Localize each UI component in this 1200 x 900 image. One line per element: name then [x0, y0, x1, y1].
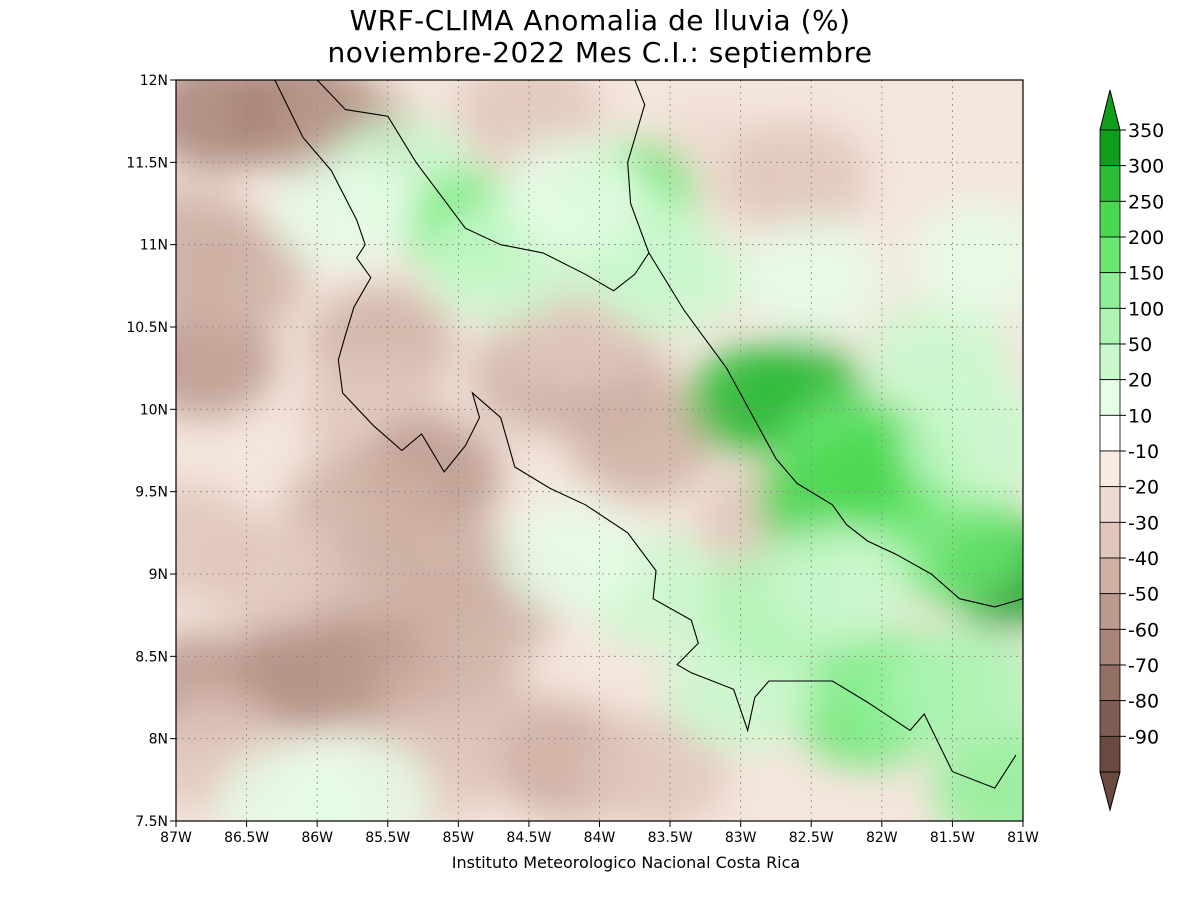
x-tick-label: 84W	[584, 830, 616, 846]
legend-swatch	[1099, 557, 1121, 595]
x-tick-label: 84.5W	[506, 830, 551, 846]
x-tick-label: 83W	[725, 830, 757, 846]
positive-anomaly-area	[766, 524, 912, 641]
y-tick-label: 9.5N	[135, 485, 168, 501]
map-subtitle: noviembre-2022 Mes C.I.: septiembre	[327, 36, 873, 69]
legend-swatch	[1099, 414, 1121, 452]
legend-swatch	[1099, 165, 1121, 202]
legend-label: -20	[1128, 477, 1159, 499]
positive-anomaly-area	[903, 380, 1023, 505]
y-tick-label: 11.5N	[126, 155, 168, 171]
legend-bottom-arrow	[1099, 771, 1121, 812]
coastline	[274, 80, 1017, 789]
legend-label: 150	[1128, 263, 1164, 285]
y-tick-label: 11N	[140, 238, 168, 254]
legend-label: 10	[1128, 405, 1152, 427]
x-tick-label: 86W	[301, 830, 333, 846]
positive-anomaly-area	[908, 203, 1023, 320]
x-tick-label: 87W	[160, 830, 192, 846]
legend-label: -30	[1128, 512, 1159, 534]
legend-swatch	[1099, 664, 1121, 702]
map-title: WRF-CLIMA Anomalia de lluvia (%)	[349, 4, 851, 37]
positive-anomaly-area	[498, 499, 644, 616]
coastlines	[274, 80, 1023, 789]
positive-anomaly-area	[498, 137, 644, 254]
negative-anomaly-area	[724, 120, 870, 237]
y-tick-label: 12N	[140, 73, 168, 89]
legend-swatch	[1099, 272, 1121, 309]
legend-swatch	[1099, 236, 1121, 274]
y-tick-label: 8.5N	[135, 649, 168, 665]
positive-anomaly-area	[889, 627, 1023, 752]
coastline	[648, 252, 1023, 608]
y-tick-label: 8N	[149, 732, 168, 748]
legend-label: 200	[1128, 227, 1164, 249]
legend-label: 300	[1128, 156, 1164, 178]
negative-anomaly-area	[202, 516, 348, 632]
x-tick-label: 81W	[1007, 830, 1039, 846]
y-tick-label: 7.5N	[135, 814, 168, 830]
legend-label: -50	[1128, 584, 1159, 606]
legend-label: -40	[1128, 548, 1159, 570]
positive-anomaly-area	[272, 153, 418, 270]
color-legend: 350 300 250 200 150 100 50 20 10 -10 -20 -30 -40 -50 -…	[1099, 89, 1164, 812]
negative-anomaly-area	[176, 219, 305, 336]
positive-anomaly-area	[738, 219, 884, 336]
legend-label: -70	[1128, 655, 1159, 677]
y-tick-label: 10.5N	[126, 320, 168, 336]
legend-swatch	[1099, 628, 1121, 666]
legend-swatch	[1099, 735, 1121, 773]
legend-swatch	[1099, 450, 1121, 488]
positive-anomaly-area	[597, 219, 743, 336]
x-tick-label: 81.5W	[930, 830, 975, 846]
legend-label: -60	[1128, 619, 1159, 641]
legend-swatch	[1099, 379, 1121, 416]
y-tick-label: 10N	[140, 402, 168, 418]
negative-anomaly-area	[583, 713, 729, 821]
coastline	[316, 80, 650, 292]
legend-swatch	[1099, 200, 1121, 238]
legend-label: 350	[1128, 120, 1164, 142]
credit-text: Instituto Meteorologico Nacional Costa R…	[451, 853, 801, 872]
positive-anomaly-area	[287, 738, 432, 821]
legend-label: -90	[1128, 726, 1159, 748]
legend-swatch	[1099, 343, 1121, 381]
legend-swatch	[1099, 700, 1121, 737]
legend-label: 50	[1128, 334, 1152, 356]
legend-label: -10	[1128, 441, 1159, 463]
anomaly-field	[176, 80, 1023, 821]
legend-label: 20	[1128, 370, 1152, 392]
negative-anomaly-area	[569, 384, 715, 501]
x-tick-label: 82W	[866, 830, 898, 846]
legend-label: 250	[1128, 191, 1164, 213]
legend-label: 100	[1128, 298, 1164, 320]
x-tick-label: 85.5W	[365, 830, 410, 846]
axes: 87W 86.5W 86W 85.5W 85W 84.5W 84W 83.5W 83W 82.5W…	[126, 73, 1039, 846]
legend-top-arrow	[1099, 89, 1121, 131]
y-tick-label: 9N	[149, 567, 168, 583]
legend-label: -80	[1128, 691, 1159, 713]
anomaly-blobs	[176, 80, 1023, 821]
x-tick-label: 83.5W	[648, 830, 693, 846]
x-tick-label: 86.5W	[224, 830, 269, 846]
legend-swatch	[1099, 593, 1121, 630]
positive-anomaly-area	[874, 479, 1023, 604]
x-tick-label: 82.5W	[789, 830, 834, 846]
legend-swatch	[1099, 486, 1121, 523]
x-tick-label: 85W	[442, 830, 474, 846]
legend-swatch	[1099, 307, 1121, 345]
legend-swatch	[1099, 521, 1121, 559]
legend-swatch	[1099, 129, 1121, 167]
